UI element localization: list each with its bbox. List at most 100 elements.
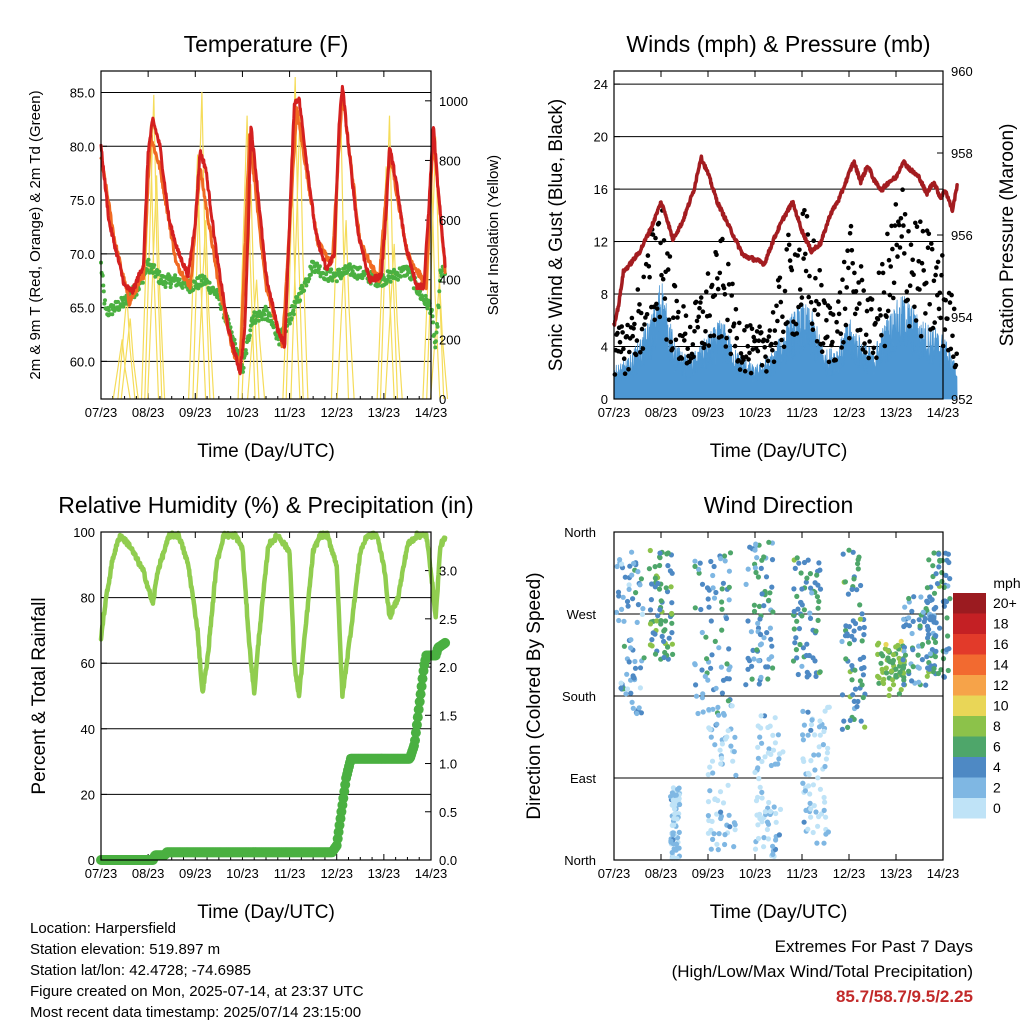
direction-point (801, 722, 808, 728)
direction-point (859, 611, 865, 617)
gust-point (762, 345, 767, 350)
direction-point (721, 553, 728, 559)
direction-point (937, 625, 943, 631)
direction-point (842, 579, 849, 585)
direction-point (758, 713, 764, 719)
direction-point (901, 644, 908, 651)
direction-point (934, 581, 941, 587)
direction-point (931, 550, 937, 556)
dewpoint-point (291, 308, 296, 313)
gust-point (707, 313, 712, 318)
direction-point (699, 695, 706, 701)
gust-point (918, 219, 923, 224)
y2-tick-label: 600 (439, 213, 461, 228)
gust-point (826, 359, 832, 365)
direction-point (713, 685, 719, 691)
direction-point (708, 734, 714, 740)
x-axis-label: Time (Day/UTC) (710, 902, 848, 923)
gust-point (842, 306, 848, 312)
direction-point (668, 584, 674, 590)
gust-point (694, 318, 700, 324)
direction-point (719, 741, 726, 747)
gust-point (808, 300, 814, 305)
gust-point (770, 348, 775, 353)
direction-point (800, 780, 806, 786)
direction-point (716, 712, 722, 718)
gust-point (874, 355, 879, 361)
direction-point (709, 758, 716, 764)
direction-point (925, 635, 931, 641)
gust-point (907, 323, 912, 329)
direction-point (766, 539, 772, 545)
x-tick-label: 08/23 (132, 405, 165, 420)
direction-point (800, 732, 806, 738)
dewpoint-point (396, 277, 400, 282)
gust-point (756, 338, 762, 344)
gust-point (912, 304, 917, 310)
direction-point (658, 618, 664, 624)
direction-point (719, 627, 725, 633)
gust-point (742, 328, 747, 333)
gust-point (741, 357, 746, 363)
direction-point (933, 604, 939, 611)
gust-point (682, 331, 688, 337)
direction-point (796, 560, 802, 566)
direction-point (725, 698, 732, 704)
direction-point (799, 613, 805, 619)
direction-point (757, 616, 763, 622)
direction-point (916, 679, 922, 685)
x-tick-label: 11/23 (786, 405, 818, 420)
gust-point (839, 345, 844, 350)
direction-point (770, 851, 776, 858)
gust-point (736, 358, 741, 363)
direction-point (655, 613, 661, 619)
direction-point (898, 687, 904, 693)
dewpoint-point (434, 330, 439, 335)
direction-point (710, 706, 716, 712)
direction-point (945, 551, 952, 557)
direction-point (692, 558, 698, 564)
gust-point (658, 240, 663, 246)
direction-point (726, 667, 732, 673)
direction-point (861, 654, 867, 661)
gust-point (723, 344, 729, 349)
gust-point (664, 337, 669, 342)
chart-title: Wind Direction (704, 492, 854, 518)
direction-point (699, 629, 705, 636)
direction-point (849, 663, 855, 669)
x-tick-label: 08/23 (132, 866, 165, 881)
direction-point (707, 764, 713, 770)
gust-point (657, 314, 663, 320)
speed-legend (953, 593, 986, 819)
gust-point (943, 297, 948, 303)
gust-point (682, 338, 687, 343)
gust-point (896, 222, 902, 228)
extremes-subtitle: (High/Low/Max Wind/Total Precipitation) (671, 962, 973, 981)
direction-point (673, 792, 679, 798)
dewpoint-point (101, 283, 106, 288)
direction-point (936, 564, 942, 570)
legend-swatch (953, 798, 986, 819)
y-tick-label: North (564, 525, 596, 540)
direction-point (713, 589, 719, 596)
y-tick-label: 70.0 (70, 247, 95, 262)
dewpoint-point (264, 308, 269, 313)
gust-point (931, 278, 937, 284)
dewpoint-point (102, 301, 107, 306)
chart-title: Winds (mph) & Pressure (mb) (626, 31, 930, 57)
direction-point (947, 596, 953, 602)
direction-point (757, 815, 763, 822)
direction-point (933, 620, 939, 626)
dewpoint-point (140, 280, 145, 285)
direction-point (932, 633, 939, 639)
gust-point (642, 322, 647, 327)
station-location: Location: Harpersfield (30, 920, 176, 937)
x-tick-label: 10/23 (226, 866, 259, 881)
gust-point (937, 290, 943, 296)
direction-point (802, 788, 809, 794)
direction-point (759, 789, 765, 796)
dewpoint-point (101, 289, 106, 294)
direction-point (732, 822, 738, 828)
gust-point (886, 257, 892, 263)
gust-point (668, 339, 674, 345)
